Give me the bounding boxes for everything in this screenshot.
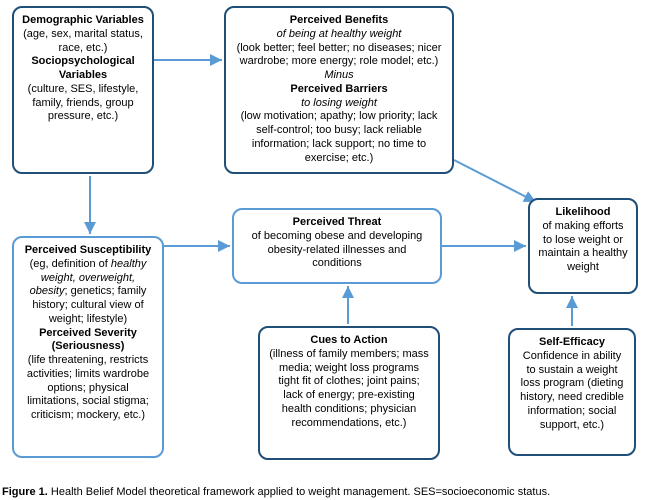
- box-perceived-threat: Perceived Threat of becoming obese and d…: [232, 208, 442, 284]
- selfefficacy-title: Self-Efficacy: [518, 336, 626, 350]
- box-demographic: Demographic Variables (age, sex, marital…: [12, 6, 154, 174]
- severity-title: Perceived Severity (Seriousness): [22, 327, 154, 355]
- box-self-efficacy: Self-Efficacy Confidence in ability to s…: [508, 328, 636, 456]
- demographic-body1: (age, sex, marital status, race, etc.): [22, 28, 144, 56]
- likelihood-title: Likelihood: [538, 206, 628, 220]
- figure-label: Figure 1.: [2, 486, 48, 498]
- severity-body: (life threatening, restricts activities;…: [22, 354, 154, 423]
- demographic-title: Demographic Variables: [22, 14, 144, 28]
- barriers-body: (low motivation; apathy; low priority; l…: [234, 110, 444, 165]
- figure-caption-text: Health Belief Model theoretical framewor…: [48, 486, 550, 498]
- threat-title: Perceived Threat: [242, 216, 432, 230]
- likelihood-body: of making efforts to lose weight or main…: [538, 220, 628, 275]
- minus-label: Minus: [234, 69, 444, 83]
- figure-caption: Figure 1. Health Belief Model theoretica…: [2, 486, 646, 498]
- cues-body: (illness of family members; mass media; …: [268, 348, 430, 431]
- sociopsych-body: (culture, SES, lifestyle, family, friend…: [22, 83, 144, 124]
- benefits-title: Perceived Benefits: [234, 14, 444, 28]
- sociopsych-title: Sociopsychological Variables: [22, 55, 144, 83]
- box-benefits-barriers: Perceived Benefits of being at healthy w…: [224, 6, 454, 174]
- box-cues-to-action: Cues to Action (illness of family member…: [258, 326, 440, 460]
- susceptibility-body: (eg, definition of healthy weight, overw…: [22, 258, 154, 327]
- cues-title: Cues to Action: [268, 334, 430, 348]
- box-susceptibility-severity: Perceived Susceptibility (eg, definition…: [12, 236, 164, 458]
- box-likelihood: Likelihood of making efforts to lose wei…: [528, 198, 638, 294]
- selfefficacy-body: Confidence in ability to sustain a weigh…: [518, 350, 626, 433]
- susc-body-prefix: (eg, definition of: [30, 258, 111, 270]
- threat-body: of becoming obese and developing obesity…: [242, 230, 432, 271]
- arrow-benefits-to-likelihood: [454, 160, 536, 202]
- barriers-title: Perceived Barriers: [234, 83, 444, 97]
- susceptibility-title: Perceived Susceptibility: [22, 244, 154, 258]
- barriers-subtitle: to losing weight: [234, 97, 444, 111]
- benefits-body: (look better; feel better; no diseases; …: [234, 42, 444, 70]
- benefits-subtitle: of being at healthy weight: [234, 28, 444, 42]
